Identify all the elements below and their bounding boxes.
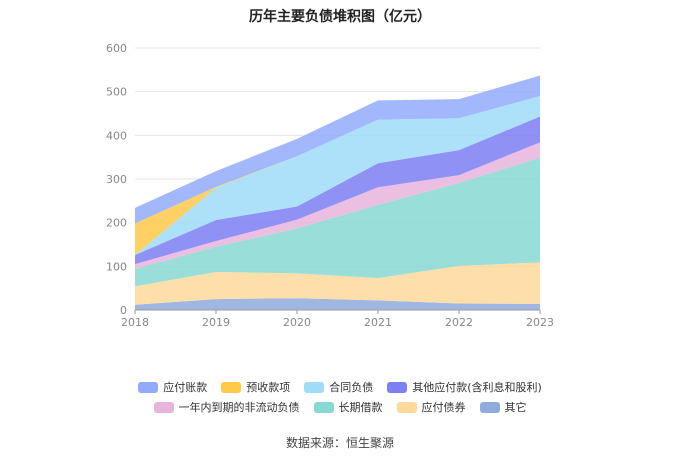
- legend-swatch: [221, 381, 242, 393]
- legend-item[interactable]: 一年内到期的非流动负债: [153, 399, 300, 415]
- chart-title: 历年主要负债堆积图（亿元）: [249, 9, 431, 25]
- legend-item[interactable]: 长期借款: [313, 399, 383, 415]
- legend-swatch: [387, 381, 408, 393]
- legend-label: 一年内到期的非流动负债: [178, 401, 300, 414]
- legend-label: 其他应付款(含利息和股利): [412, 381, 542, 394]
- legend-label: 长期借款: [338, 401, 383, 414]
- x-tick-label: 2020: [283, 316, 311, 329]
- legend-item[interactable]: 合同负债: [304, 379, 373, 395]
- legend-swatch: [479, 401, 500, 413]
- legend-swatch: [153, 401, 174, 413]
- legend-label: 其它: [504, 401, 527, 414]
- legend-label: 合同负债: [329, 381, 374, 394]
- series-area: [135, 157, 540, 287]
- y-tick-label: 300: [106, 173, 127, 186]
- y-tick-label: 600: [106, 42, 127, 55]
- y-tick-label: 200: [106, 217, 127, 230]
- x-tick-label: 2018: [121, 316, 149, 329]
- legend-item[interactable]: 预收款项: [221, 379, 290, 395]
- series-area: [135, 96, 540, 255]
- y-tick-label: 0: [120, 304, 127, 317]
- y-tick-label: 500: [106, 86, 127, 99]
- series-area: [135, 262, 540, 305]
- legend-item[interactable]: 应付账款: [138, 379, 207, 395]
- legend-label: 应付账款: [163, 381, 208, 394]
- series-area: [135, 298, 540, 310]
- x-tick-label: 2019: [202, 316, 230, 329]
- x-tick-label: 2021: [364, 316, 392, 329]
- legend-item[interactable]: 其他应付款(含利息和股利): [387, 379, 542, 395]
- series-area: [135, 142, 540, 269]
- y-tick-label: 400: [106, 129, 127, 142]
- legend-label: 应付债券: [421, 401, 466, 414]
- series-area: [135, 75, 540, 224]
- stacked-area-chart: 0 100 200 300 400 500 600 2018 2019 2020 2021 2022 2…: [106, 42, 554, 329]
- legend-swatch: [138, 381, 159, 393]
- legend-label: 预收款项: [246, 381, 291, 394]
- series-area: [135, 116, 540, 265]
- chart-legend: 应付账款 预收款项 合同负债 其他应付款(含利息和股利) 一年内到期的非流动负债 长期借款…: [0, 377, 680, 417]
- y-tick-label: 100: [106, 260, 127, 273]
- legend-swatch: [313, 401, 334, 413]
- legend-item[interactable]: 其它: [479, 399, 527, 415]
- x-tick-label: 2022: [445, 316, 473, 329]
- legend-swatch: [304, 381, 325, 393]
- legend-item[interactable]: 应付债券: [396, 399, 466, 415]
- data-source-note: 数据来源：恒生聚源: [285, 436, 394, 450]
- x-tick-label: 2023: [526, 316, 554, 329]
- legend-swatch: [396, 401, 417, 413]
- legend-row: 应付账款 预收款项 合同负债 其他应付款(含利息和股利): [0, 377, 680, 397]
- legend-row: 一年内到期的非流动负债 长期借款 应付债券 其它: [0, 397, 680, 417]
